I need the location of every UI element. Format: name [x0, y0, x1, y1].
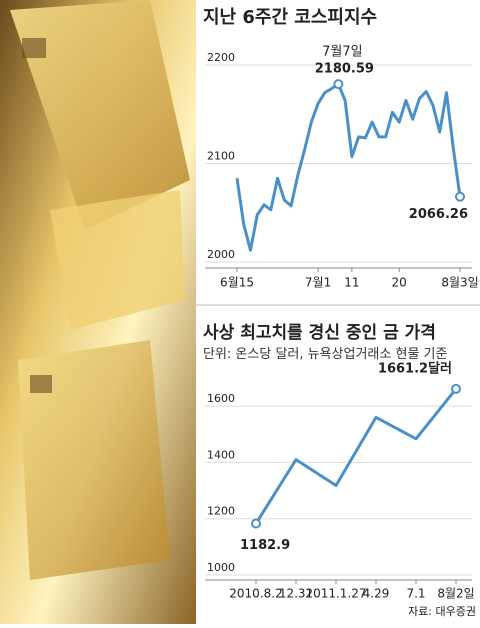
y-tick-label: 1000 — [207, 561, 235, 574]
point-marker — [455, 191, 465, 202]
x-tick-label: 7.1 — [406, 587, 425, 601]
x-tick-label: 2010.8.2 — [229, 587, 282, 601]
point-marker — [251, 518, 261, 529]
y-tick-label: 1600 — [207, 392, 235, 405]
chart-title: 사상 최고치를 경신 중인 금 가격 — [203, 323, 436, 343]
subtitle-box: 단위: 온스당 달러, 뉴욕상업거래소 현물 기준 — [203, 347, 448, 362]
data-line — [254, 387, 458, 525]
point-marker — [451, 383, 461, 394]
data-label: 2180.59 — [315, 62, 374, 77]
x-tick-label: 11 — [344, 276, 359, 290]
annotation: 7월7일 — [322, 45, 362, 60]
point-marker — [333, 79, 344, 90]
y-tick-label: 1400 — [207, 448, 235, 461]
x-tick-label: 12.31 — [279, 587, 313, 601]
x-tick-label: 8월2일 — [437, 587, 474, 601]
x-tick-label: 4.29 — [363, 587, 390, 601]
x-tick-label: 7월1 — [305, 276, 331, 290]
source: 자료: 대우증권 — [408, 605, 476, 618]
y-tick-label: 2100 — [207, 150, 235, 163]
x-tick-label: 2011.1.27 — [305, 587, 366, 601]
y-tick-label: 2200 — [207, 51, 235, 64]
y-tick-label: 1200 — [207, 505, 235, 518]
chart-title: 지난 6주간 코스피지수 — [203, 7, 377, 28]
photo — [0, 0, 196, 624]
chart-subtitle: 단위: 온스당 달러, 뉴욕상업거래소 현물 기준 — [203, 347, 448, 362]
data-label: 2066.26 — [409, 207, 468, 222]
data-line — [235, 82, 462, 252]
x-tick-label: 6월15 — [220, 276, 254, 290]
x-tick-label: 8월3일 — [441, 276, 478, 290]
data-label: 1661.2달러 — [378, 360, 452, 376]
x-tick-label: 20 — [392, 276, 407, 290]
data-label: 1182.9 — [240, 538, 290, 553]
y-tick-label: 2000 — [207, 248, 235, 261]
